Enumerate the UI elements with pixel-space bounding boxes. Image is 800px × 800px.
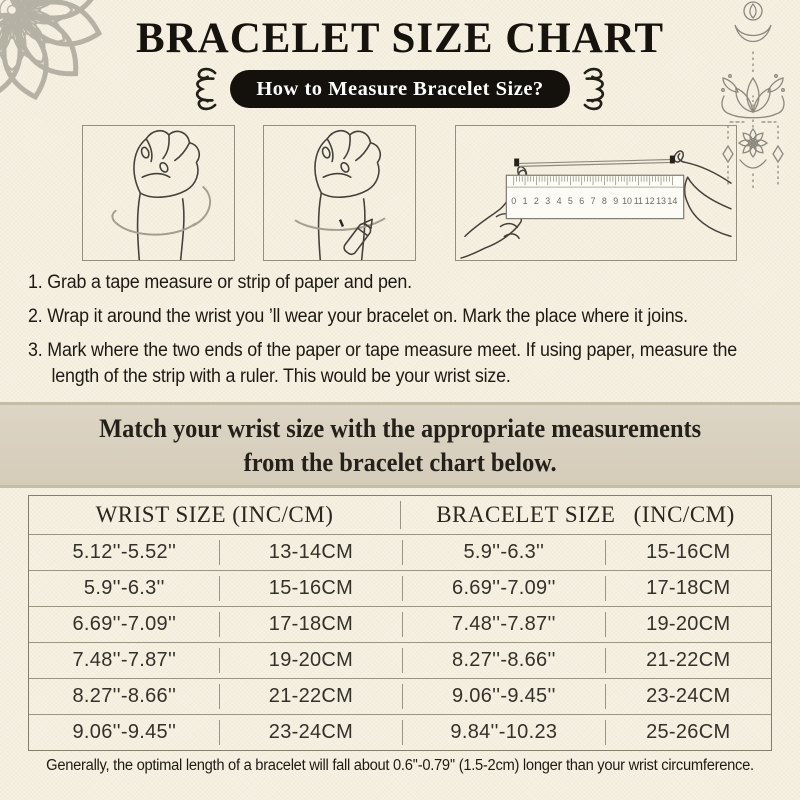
steps-list: 1. Grab a tape measure or strip of paper… [28, 270, 772, 398]
table-body: 5.12''-5.52'' 13-14CM 5.9''-6.3'' 15-16CM 5.… [29, 534, 771, 750]
wrist-size-inches-cell: 6.69''-7.09'' [29, 607, 220, 642]
wrist-size-cm-cell: 13-14CM [220, 535, 403, 570]
size-chart-table: WRIST SIZE (INC/CM) BRACELET SIZE (INC/C… [28, 495, 772, 751]
page-title: BRACELET SIZE CHART [135, 15, 665, 62]
svg-text:8: 8 [602, 196, 607, 206]
wrist-size-inches-cell: 7.48''-7.87'' [29, 643, 220, 678]
bracelet-size-inches-cell: 9.06''-9.45'' [402, 679, 607, 714]
bracelet-size-inches-cell: 6.69''-7.09'' [402, 571, 607, 606]
instruction-step: 2. Wrap it around the wrist you ’ll wear… [28, 304, 772, 330]
mandala-flower-icon [0, 0, 103, 101]
bracelet-size-cm-cell: 15-16CM [646, 541, 731, 563]
wrist-size-header: WRIST SIZE (INC/CM) [29, 496, 401, 534]
svg-text:3: 3 [545, 196, 550, 206]
table-row: 5.12''-5.52'' 13-14CM 5.9''-6.3'' 15-16CM [29, 534, 771, 570]
banner-line-1: Match your wrist size with the appropria… [99, 413, 701, 443]
fist-with-pen-icon [294, 129, 386, 260]
banner-line-2: from the bracelet chart below. [243, 447, 557, 477]
step-text: Grab a tape measure or strip of paper an… [47, 272, 412, 293]
instruction-step: 3. Mark where the two ends of the paper … [28, 338, 772, 390]
table-row: 5.9''-6.3'' 15-16CM 6.69''-7.09'' 17-18CM [29, 570, 771, 606]
wrist-size-cm-cell: 15-16CM [220, 571, 403, 606]
wrist-size-inches-cell: 5.9''-6.3'' [29, 571, 220, 606]
table-row: 9.06''-9.45'' 23-24CM 9.84''-10.23 25-26CM [29, 714, 771, 750]
svg-text:0: 0 [511, 196, 516, 206]
svg-text:9: 9 [613, 196, 618, 206]
how-to-measure-badge: How to Measure Bracelet Size? [230, 70, 570, 108]
step-number: 2. [28, 306, 48, 327]
illustration-measure-with-ruler: 0 1 2 3 4 5 6 7 8 9 10 11 12 13 14 [455, 125, 737, 261]
bracelet-size-cm-cell: 17-18CM [646, 577, 731, 599]
svg-text:7: 7 [591, 196, 596, 206]
illustration-mark-with-pen [263, 125, 416, 261]
table-row: 6.69''-7.09'' 17-18CM 7.48''-7.87'' 19-20CM [29, 606, 771, 642]
table-row: 8.27''-8.66'' 21-22CM 9.06''-9.45'' 23-24CM [29, 678, 771, 714]
table-row: 7.48''-7.87'' 19-20CM 8.27''-8.66'' 21-22CM [29, 642, 771, 678]
svg-text:4: 4 [557, 196, 562, 206]
badge-row: How to Measure Bracelet Size? [0, 66, 800, 112]
svg-text:11: 11 [634, 196, 643, 206]
match-size-banner: Match your wrist size with the appropria… [0, 402, 800, 488]
bracelet-size-cm-cell: 25-26CM [646, 721, 731, 743]
bracelet-size-cm-cell: 21-22CM [646, 649, 731, 671]
footer-note: Generally, the optimal length of a brace… [46, 757, 754, 774]
wrist-size-cm-cell: 21-22CM [220, 679, 403, 714]
svg-text:1: 1 [523, 196, 528, 206]
flourish-left-icon [196, 67, 217, 111]
wrist-size-cm-cell: 23-24CM [220, 715, 403, 750]
step-text: Mark where the two ends of the paper or … [47, 340, 737, 387]
svg-text:12: 12 [645, 196, 655, 206]
svg-text:6: 6 [579, 196, 584, 206]
lotus-hanging-ornament-icon [721, 1, 785, 191]
table-header-row: WRIST SIZE (INC/CM) BRACELET SIZE (INC/C… [29, 496, 771, 534]
ruler-scale: 0 1 2 3 4 5 6 7 8 9 10 11 12 13 14 [511, 196, 677, 206]
fist-with-tape-icon [111, 129, 212, 260]
bracelet-size-inches-cell: 9.84''-10.23 [402, 715, 607, 750]
bracelet-size-cm-cell: 19-20CM [646, 613, 731, 635]
svg-text:10: 10 [622, 196, 632, 206]
bracelet-size-header: BRACELET SIZE (INC/CM) [436, 502, 735, 527]
illustration-wrap-tape [82, 125, 235, 261]
wrist-size-cm-cell: 19-20CM [220, 643, 403, 678]
svg-text:13: 13 [656, 196, 666, 206]
wrist-size-inches-cell: 5.12''-5.52'' [29, 535, 220, 570]
step-text: Wrap it around the wrist you ’ll wear yo… [47, 306, 688, 327]
bracelet-size-inches-cell: 5.9''-6.3'' [402, 535, 607, 570]
bracelet-size-inches-cell: 8.27''-8.66'' [402, 643, 607, 678]
wrist-size-inches-cell: 8.27''-8.66'' [29, 679, 220, 714]
bracelet-size-cm-cell: 23-24CM [646, 685, 731, 707]
svg-text:5: 5 [568, 196, 573, 206]
flourish-right-icon [583, 67, 604, 111]
svg-text:14: 14 [667, 196, 677, 206]
step-number: 1. [28, 272, 48, 293]
hands-with-ruler-icon: 0 1 2 3 4 5 6 7 8 9 10 11 12 13 14 [460, 150, 732, 259]
svg-text:2: 2 [534, 196, 539, 206]
wrist-size-inches-cell: 9.06''-9.45'' [29, 715, 220, 750]
instruction-step: 1. Grab a tape measure or strip of paper… [28, 270, 772, 296]
bracelet-size-inches-cell: 7.48''-7.87'' [402, 607, 607, 642]
wrist-size-cm-cell: 17-18CM [220, 607, 403, 642]
step-number: 3. [28, 340, 48, 361]
